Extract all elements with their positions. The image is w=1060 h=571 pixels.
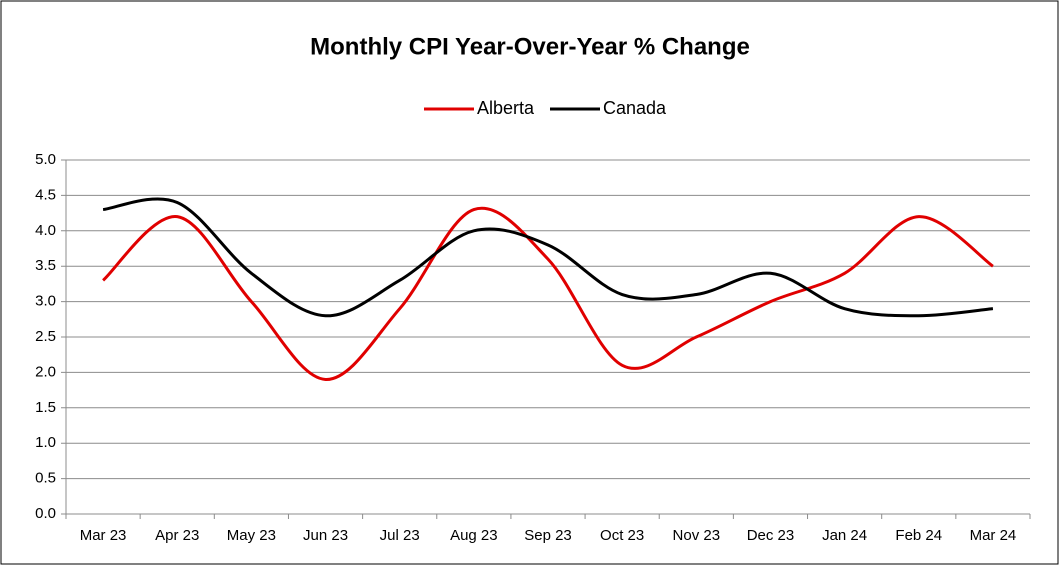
series-line: [102, 206, 994, 381]
legend-label: Alberta: [477, 98, 535, 118]
y-tick-label: 4.0: [35, 222, 56, 239]
x-tick-label: Nov 23: [673, 527, 721, 544]
y-tick-label: 2.0: [35, 363, 56, 380]
y-tick-label: 4.5: [35, 186, 56, 203]
y-tick-label: 1.0: [35, 434, 56, 451]
x-tick-label: Apr 23: [155, 527, 199, 544]
y-tick-label: 2.5: [35, 328, 56, 345]
y-tick-label: 0.0: [35, 505, 56, 522]
x-tick-label: Oct 23: [600, 527, 644, 544]
y-tick-label: 5.0: [35, 151, 56, 168]
y-tick-label: 1.5: [35, 399, 56, 416]
x-tick-label: Feb 24: [895, 527, 942, 544]
x-tick-label: Aug 23: [450, 527, 498, 544]
y-tick-label: 3.0: [35, 293, 56, 310]
x-tick-label: Dec 23: [747, 527, 795, 544]
x-tick-label: Mar 23: [80, 527, 127, 544]
x-tick-label: Jan 24: [822, 527, 867, 544]
series-line: [102, 197, 994, 318]
x-tick-label: May 23: [227, 527, 276, 544]
y-tick-label: 3.5: [35, 257, 56, 274]
y-tick-label: 0.5: [35, 470, 56, 487]
x-tick-label: Jul 23: [380, 527, 420, 544]
x-tick-label: Sep 23: [524, 527, 572, 544]
x-tick-label: Mar 24: [970, 527, 1017, 544]
legend-label: Canada: [603, 98, 667, 118]
chart-title: Monthly CPI Year-Over-Year % Change: [310, 33, 750, 60]
x-tick-label: Jun 23: [303, 527, 348, 544]
